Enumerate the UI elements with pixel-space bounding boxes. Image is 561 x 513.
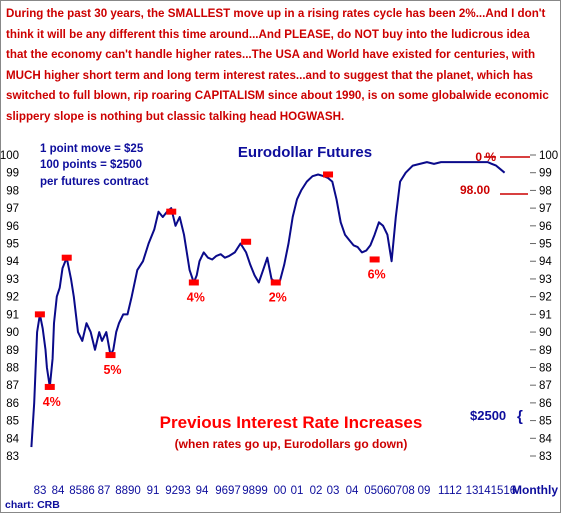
series-line [30,161,506,448]
rate-hike-marker [34,311,45,318]
x-tick-label: 04 [346,485,359,497]
y-tick-right: 89 [539,345,552,357]
x-tick-label: 9293 [165,485,191,497]
y-tick-left: 93 [6,274,19,286]
rate-hike-marker [61,254,72,261]
y-tick-right: 95 [539,239,552,251]
y-tick-right: 87 [539,380,552,392]
y-tick-left: 95 [6,239,19,251]
y-tick-right: 84 [539,433,552,445]
annotation-title: Previous Interest Rate Increases [160,413,423,432]
y-tick-right: 93 [539,274,552,286]
x-tick-label: 8890 [115,485,141,497]
info-line-3: per futures contract [40,176,149,188]
y-tick-left: 87 [6,380,19,392]
x-tick-label: 09 [418,485,431,497]
rate-hike-marker [323,171,334,178]
x-tick-label: 0708 [389,485,415,497]
x-tick-label: 0506 [364,485,390,497]
y-tick-right: 98 [539,185,552,197]
y-tick-right: 88 [539,362,552,374]
rate-hike-marker [166,208,177,215]
rate-hike-marker [188,279,199,286]
y-tick-right: 91 [539,309,552,321]
y-tick-left: 85 [6,416,19,428]
chart-title: Eurodollar Futures [238,144,372,161]
rate-hike-label: 5% [103,363,121,377]
dollar-2500-label: $2500 [470,408,506,423]
x-tick-label: 9697 [215,485,241,497]
source-label: chart: CRB [5,499,60,511]
y-tick-right: 85 [539,416,552,428]
level-98-label: 98.00 [460,183,490,197]
x-tick-label: 84 [52,485,65,497]
y-tick-right: 100 [539,150,558,162]
rate-hike-marker [270,279,281,286]
rate-hike-label: 6% [368,267,386,281]
y-tick-right: 94 [539,256,552,268]
info-line-1: 1 point move = $25 [40,143,144,155]
x-tick-label: 13 [466,485,479,497]
y-tick-left: 99 [6,168,19,180]
x-tick-label: 141516 [478,485,516,497]
brace-icon: { [517,408,523,425]
y-tick-right: 97 [539,203,552,215]
rate-hike-label: 4% [187,290,205,304]
x-tick-label: 9899 [242,485,268,497]
x-tick-label: 8586 [69,485,95,497]
y-tick-left: 89 [6,345,19,357]
rate-hike-marker [241,238,252,245]
marker-layer: 4% 5% 4% 2% 6% [34,171,386,409]
y-tick-right: 83 [539,451,552,463]
y-tick-left: 94 [6,256,19,268]
y-tick-left: 90 [6,327,19,339]
y-tick-left: 91 [6,309,19,321]
rate-hike-marker [105,352,116,359]
x-tick-label: 02 [310,485,323,497]
rate-hike-label: 2% [269,290,287,304]
y-tick-left: 100 [0,150,19,162]
x-tick-label: 00 [274,485,287,497]
y-tick-left: 98 [6,185,19,197]
x-tick-label: 03 [327,485,340,497]
rate-hike-marker [369,256,380,263]
y-tick-left: 96 [6,221,19,233]
x-axis-label: Monthly [512,483,558,497]
rate-hike-marker [44,383,55,390]
y-tick-left: 88 [6,362,19,374]
x-tick-label: 83 [34,485,47,497]
y-tick-right: 92 [539,292,552,304]
y-tick-left: 97 [6,203,19,215]
commentary-text: During the past 30 years, the SMALLEST m… [6,7,549,123]
x-tick-label: 91 [147,485,160,497]
y-tick-right: 99 [539,168,552,180]
y-tick-left: 86 [6,398,19,410]
info-line-2: 100 points = $2500 [40,159,142,171]
x-tick-label: 87 [98,485,111,497]
y-tick-left: 92 [6,292,19,304]
rate-hike-label: 4% [43,395,61,409]
x-tick-label: 01 [291,485,304,497]
y-tick-right: 90 [539,327,552,339]
x-tick-label: 1112 [438,485,462,497]
y-tick-right: 96 [539,221,552,233]
y-tick-left: 83 [6,451,19,463]
x-tick-label: 94 [196,485,209,497]
y-tick-right: 86 [539,398,552,410]
y-tick-left: 84 [6,433,19,445]
series-layer [30,161,506,448]
annotation-subtitle: (when rates go up, Eurodollars go down) [175,437,408,451]
